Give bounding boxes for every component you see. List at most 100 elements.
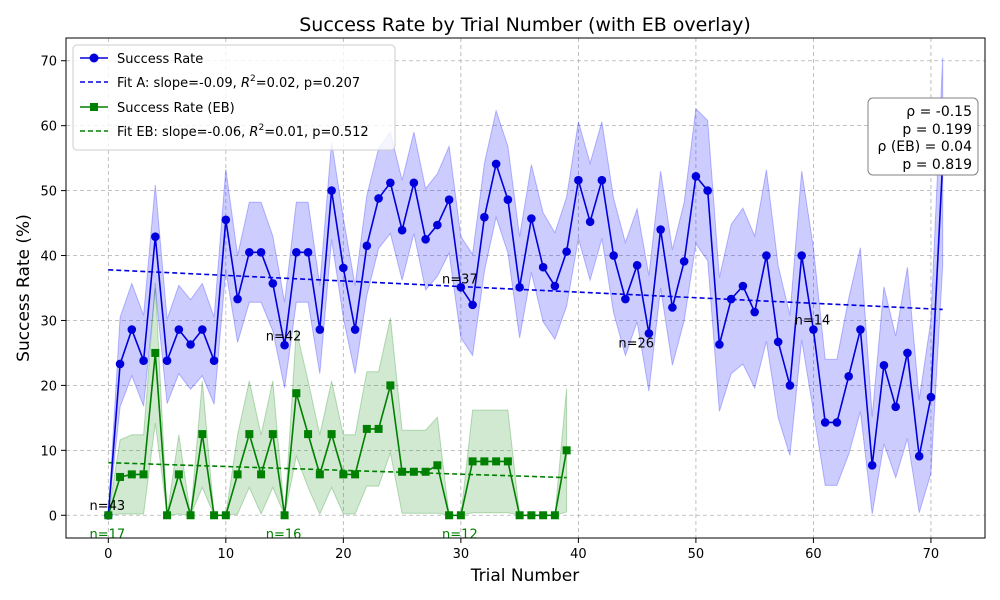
data-point [844,372,853,381]
data-point [350,325,360,334]
legend-fit-eb-suffix: =0.01, p=0.512 [264,125,368,140]
stats-p-eb: p = 0.819 [902,157,972,173]
plot-frame [65,37,986,539]
data-point [750,307,759,317]
n-annotation: n=14 [795,313,831,328]
data-point-eb [515,511,524,520]
data-point [280,340,289,350]
data-point [585,217,595,227]
series-markers [104,157,947,520]
data-point [856,325,865,334]
data-point [409,178,419,188]
data-point [867,460,877,470]
data-point [621,294,630,304]
x-axis-label: Trial Number [470,566,579,586]
data-point [339,263,348,273]
grid [66,38,985,538]
y-tick-label: 60 [40,120,57,135]
x-tick-label: 30 [453,547,470,562]
data-point-eb [163,511,172,520]
data-point [656,225,665,234]
data-point [679,257,689,266]
legend-label-success-rate-eb: Success Rate (EB) [117,101,235,116]
data-point [515,283,524,292]
data-point-eb [315,470,324,479]
data-point [738,281,748,291]
data-point [785,381,795,390]
n-annotation: n=12 [442,528,478,543]
data-point-eb [351,470,360,479]
data-point [914,451,924,461]
data-point-eb [480,457,489,466]
data-point-eb [198,430,207,439]
data-point [421,234,430,244]
data-point [397,225,407,235]
n-annotation: n=16 [266,528,302,543]
data-point [198,325,207,334]
data-point [292,247,301,257]
data-point-eb [433,461,442,470]
data-point [550,281,560,291]
fit-line-0 [108,269,943,311]
y-tick-label: 70 [40,55,57,70]
data-point [809,325,818,334]
data-point [162,356,172,366]
data-point-eb [374,424,383,433]
data-point [268,279,278,288]
data-point [209,356,219,366]
data-point [715,340,724,349]
y-tick-label: 40 [40,250,57,265]
data-point-eb [245,430,254,439]
data-point [703,186,712,195]
legend-label-success-rate: Success Rate [117,52,203,67]
y-tick-label: 50 [40,185,57,200]
y-axis-label: Success Rate (%) [14,214,34,362]
data-point-eb [456,511,465,520]
legend-marker-success-rate [89,53,99,63]
data-point-eb [362,424,371,433]
data-point [127,325,137,334]
series-line-1 [107,352,568,517]
data-point-eb [527,511,536,520]
data-point-eb [398,467,407,476]
n-annotation: n=43 [90,499,126,514]
x-tick-label: 40 [570,547,587,562]
y-tick-label: 10 [40,444,57,459]
chart-title: Success Rate by Trial Number (with EB ov… [299,14,751,36]
legend-fit-a-r: R [241,76,250,91]
data-point [773,337,783,347]
x-tick-label: 10 [218,547,235,562]
n-annotation: n=26 [618,337,654,352]
data-point-eb [550,511,559,520]
data-point-eb [562,446,571,455]
legend-marker-success-rate-eb [90,103,98,111]
data-point-eb [327,430,336,439]
data-point [303,247,313,257]
data-point [820,418,830,427]
data-point [668,303,677,312]
data-point [562,247,571,256]
data-point [491,159,501,169]
legend-fit-eb-exp: 2 [258,123,264,133]
data-point-eb [104,511,113,520]
data-point-eb [139,470,148,479]
stats-box: ρ = -0.15 p = 0.199 ρ (EB) = 0.04 p = 0.… [867,97,979,176]
series-line-0 [107,160,944,516]
data-point [221,215,231,225]
data-point-eb [268,430,277,439]
fit-lines [108,269,943,479]
data-point [879,360,889,370]
data-point [609,251,618,260]
legend-fit-eb-r: R [249,125,258,140]
series-lines [107,160,944,517]
stats-rho: ρ = -0.15 [906,104,972,120]
y-tick-label: 30 [40,314,57,329]
legend-fit-a-suffix: =0.02, p=0.207 [256,76,360,91]
data-point [891,402,900,412]
n-annotations: n=43 n=42 n=37 n=26 n=14 n=17 n=16 n=12 [90,272,831,542]
data-point-eb [127,470,136,479]
data-point [233,294,242,304]
data-point-eb [116,472,125,481]
data-point-eb [233,470,242,479]
data-point [174,325,184,334]
